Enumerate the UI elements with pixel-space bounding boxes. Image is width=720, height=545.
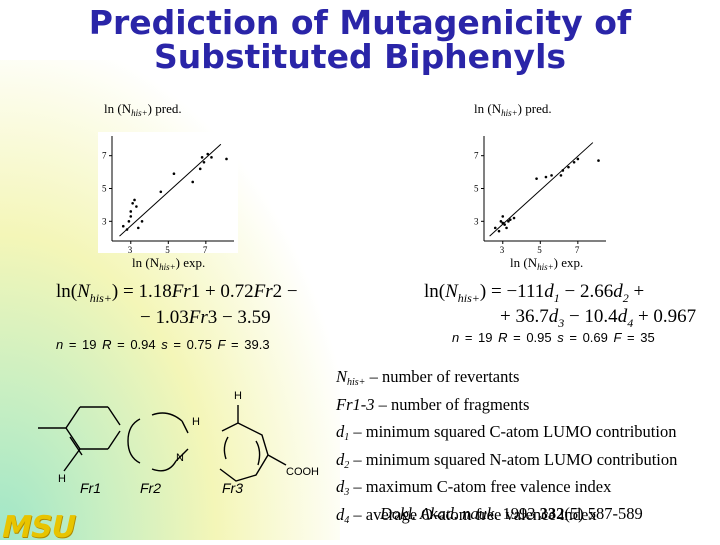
equation-1-line-1: ln(Nhis+) = 1.18Fr1 + 0.72Fr2 − <box>56 281 298 305</box>
data-point <box>125 228 129 231</box>
page-title: Prediction of Mutagenicity of Substitute… <box>0 6 720 74</box>
y-tick-label: 3 <box>102 216 107 226</box>
stats-1: n = 19 R = 0.94 s = 0.75 F = 39.3 <box>56 337 270 352</box>
equation-2-line-2: + 36.7d3 − 10.4d4 + 0.967 <box>500 306 697 330</box>
data-point <box>129 210 133 213</box>
y-tick-label: 5 <box>474 184 479 194</box>
fr3-label: Fr3 <box>222 480 243 496</box>
data-point <box>131 201 134 205</box>
data-point <box>133 198 136 202</box>
x-tick-label: 5 <box>165 245 170 255</box>
plot-2-ylabel: ln (Nhis+) pred. <box>474 101 552 118</box>
data-point <box>550 174 553 177</box>
data-point <box>507 220 510 223</box>
data-point <box>501 221 505 225</box>
data-point <box>576 157 580 161</box>
definition-item: d4 – average O-atom free valence index <box>336 504 597 526</box>
definitions-list: Nhis+ – number of revertants Fr1-3 – num… <box>336 366 677 531</box>
data-point <box>505 226 508 230</box>
definition-item: Fr1-3 – number of fragments <box>336 394 530 414</box>
data-point <box>159 190 163 194</box>
plot-1-xlabel: ln (Nhis+) exp. <box>132 255 206 272</box>
data-point <box>493 226 497 230</box>
data-point <box>225 157 228 161</box>
data-point <box>210 156 213 159</box>
fr2-h-label: H <box>192 416 200 428</box>
fit-line <box>489 142 594 237</box>
fr3-h-label: H <box>234 390 242 402</box>
plot-2-xlabel: ln (Nhis+) exp. <box>510 255 584 272</box>
data-point <box>206 152 210 156</box>
definition-item: Nhis+ – number of revertants <box>336 367 520 388</box>
fragment-fr1 <box>38 406 121 472</box>
fragment-fr3 <box>219 405 287 482</box>
plot-1-ylabel: ln (Nhis+) pred. <box>104 101 182 118</box>
data-point <box>512 216 516 220</box>
data-point <box>559 174 563 177</box>
reference: Dokl. Akad. nauk. 1993 332(5) 587-589 <box>380 504 643 523</box>
data-point <box>572 160 576 164</box>
fr3-cooh-label: COOH <box>286 466 319 478</box>
fit-line <box>119 143 222 237</box>
y-tick-label: 7 <box>102 151 107 161</box>
fragment-structures: H H N H COOH <box>38 390 319 485</box>
definition-item: d3 – maximum C-atom free valence index <box>336 477 612 498</box>
equation-1-line-2: − 1.03Fr3 − 3.59 <box>140 307 271 328</box>
title-line-1: Prediction of Mutagenicity of <box>88 3 632 42</box>
fr1-h-label: H <box>58 473 66 485</box>
title-line-2: Substituted Biphenyls <box>153 37 567 76</box>
fr1-label: Fr1 <box>80 480 101 496</box>
data-point <box>172 172 176 176</box>
x-tick-label: 7 <box>575 245 580 255</box>
data-point <box>597 159 600 162</box>
data-point <box>127 220 131 223</box>
equation-2-line-1: ln(Nhis+) = −111d1 − 2.66d2 + <box>424 281 645 305</box>
y-tick-label: 3 <box>474 216 479 226</box>
fr2-label: Fr2 <box>140 480 161 496</box>
data-point <box>135 205 138 208</box>
y-tick-label: 5 <box>102 184 107 194</box>
data-point <box>129 215 133 218</box>
fr2-n-label: N <box>176 452 184 464</box>
x-tick-label: 3 <box>500 245 505 255</box>
data-point <box>497 229 501 233</box>
data-point <box>544 175 548 179</box>
definition-item: d1 – minimum squared C-atom LUMO contrib… <box>336 422 677 443</box>
fragment-fr2 <box>127 412 189 472</box>
definition-item: d2 – minimum squared N-atom LUMO contrib… <box>336 449 678 471</box>
stats-2: n = 19 R = 0.95 s = 0.69 F = 35 <box>452 330 655 345</box>
y-tick-label: 7 <box>474 151 479 161</box>
data-point <box>508 218 512 221</box>
data-point <box>200 156 204 159</box>
data-point <box>198 167 202 171</box>
data-point <box>191 180 195 184</box>
data-point <box>140 220 144 223</box>
x-tick-label: 5 <box>537 245 542 255</box>
data-point <box>535 177 538 180</box>
data-point <box>202 160 206 164</box>
data-point <box>567 165 570 169</box>
data-point <box>136 226 140 230</box>
data-point <box>503 223 506 226</box>
data-point <box>501 215 505 218</box>
x-tick-label: 7 <box>203 245 208 255</box>
data-point <box>121 224 125 228</box>
data-point <box>499 220 503 223</box>
x-tick-label: 3 <box>128 245 133 255</box>
data-point <box>561 169 565 172</box>
